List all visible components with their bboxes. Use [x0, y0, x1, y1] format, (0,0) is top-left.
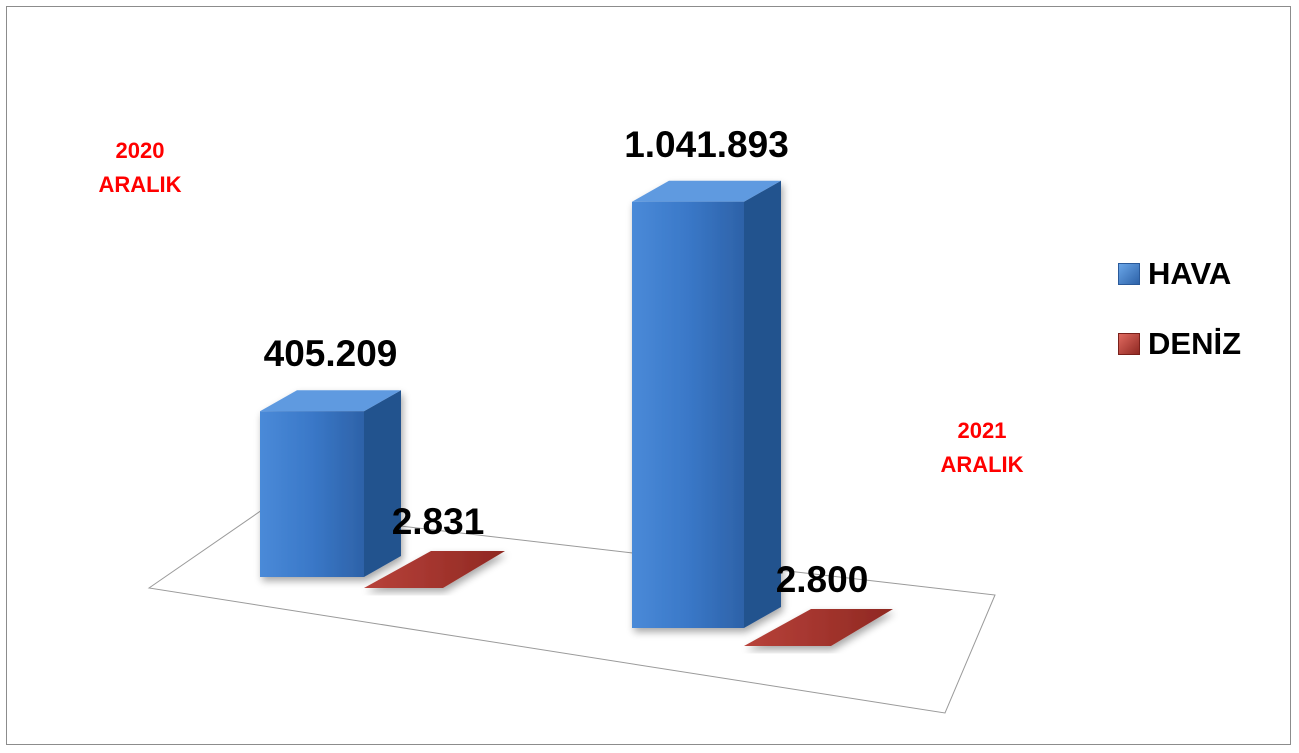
bar-top-hava-1: [632, 180, 781, 202]
bar-side-hava-0: [364, 390, 401, 577]
bar-hava-1: [632, 180, 781, 628]
category-label-2021: 2021 ARALIK: [922, 414, 1042, 482]
bar-side-hava-1: [744, 180, 781, 628]
bar-hava-0: [260, 390, 401, 577]
category-label-2020-line2: ARALIK: [98, 172, 182, 197]
legend-label-hava: HAVA: [1148, 256, 1232, 291]
category-label-2021-line1: 2021: [957, 418, 1007, 443]
category-label-2020: 2020 ARALIK: [80, 134, 200, 202]
legend-item-deniz: DENİZ: [1118, 324, 1241, 364]
bar-top-deniz-1: [744, 609, 893, 646]
data-label-hava-1: 1.041.893: [624, 124, 789, 165]
category-label-2021-line2: ARALIK: [940, 452, 1024, 477]
data-label-deniz-0: 2.831: [392, 501, 485, 542]
bar-front-hava-1: [632, 201, 744, 628]
legend-swatch-deniz: [1118, 333, 1140, 355]
bar-top-hava-0: [260, 390, 401, 412]
bar-top-deniz-0: [364, 551, 505, 588]
bar-front-hava-0: [260, 411, 364, 577]
category-label-2020-line1: 2020: [115, 138, 165, 163]
bar-deniz-0: [364, 551, 505, 588]
legend-item-hava: HAVA: [1118, 254, 1231, 294]
legend-swatch-hava: [1118, 263, 1140, 285]
legend-label-deniz: DENİZ: [1148, 326, 1241, 361]
data-label-hava-0: 405.209: [264, 333, 398, 374]
bar-deniz-1: [744, 609, 893, 646]
data-label-deniz-1: 2.800: [776, 559, 869, 600]
